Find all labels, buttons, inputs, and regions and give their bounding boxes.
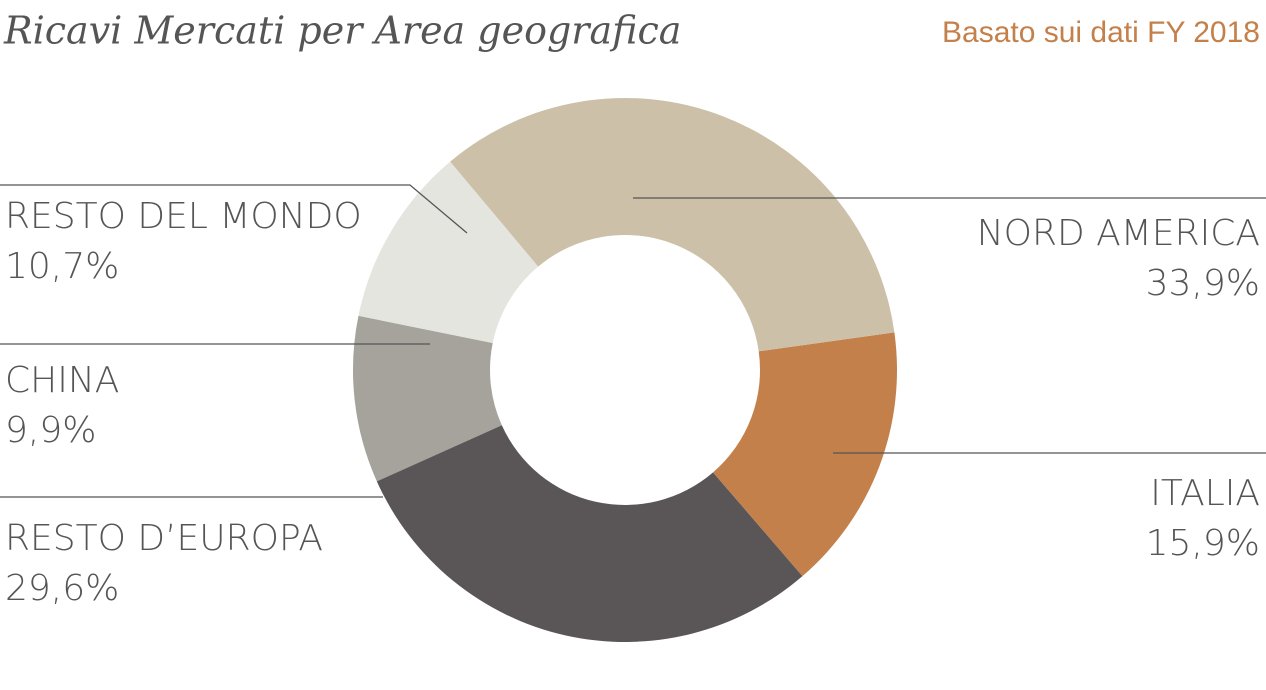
chart-subtitle: Basato sui dati FY 2018 <box>942 16 1260 49</box>
category-label: NORD AMERICA <box>977 213 1260 254</box>
value-label: 10,7% <box>5 246 119 287</box>
donut-slice <box>450 97 895 352</box>
value-label: 9,9% <box>5 410 96 451</box>
category-label: RESTO DEL MONDO <box>5 196 362 237</box>
chart-title: Ricavi Mercati per Area geografica <box>3 9 681 53</box>
leader-lines <box>0 184 1266 498</box>
category-label: RESTO D’EUROPA <box>5 518 323 559</box>
value-label: 29,6% <box>5 568 119 609</box>
value-label: 15,9% <box>1146 523 1260 564</box>
value-label: 33,9% <box>1146 263 1260 304</box>
leader-line <box>0 184 468 234</box>
donut-slice <box>376 425 803 642</box>
category-label: CHINA <box>5 360 119 401</box>
donut-slice <box>713 332 898 577</box>
donut-slice <box>352 315 502 482</box>
donut-slice <box>358 161 539 344</box>
category-label: ITALIA <box>1150 473 1260 514</box>
